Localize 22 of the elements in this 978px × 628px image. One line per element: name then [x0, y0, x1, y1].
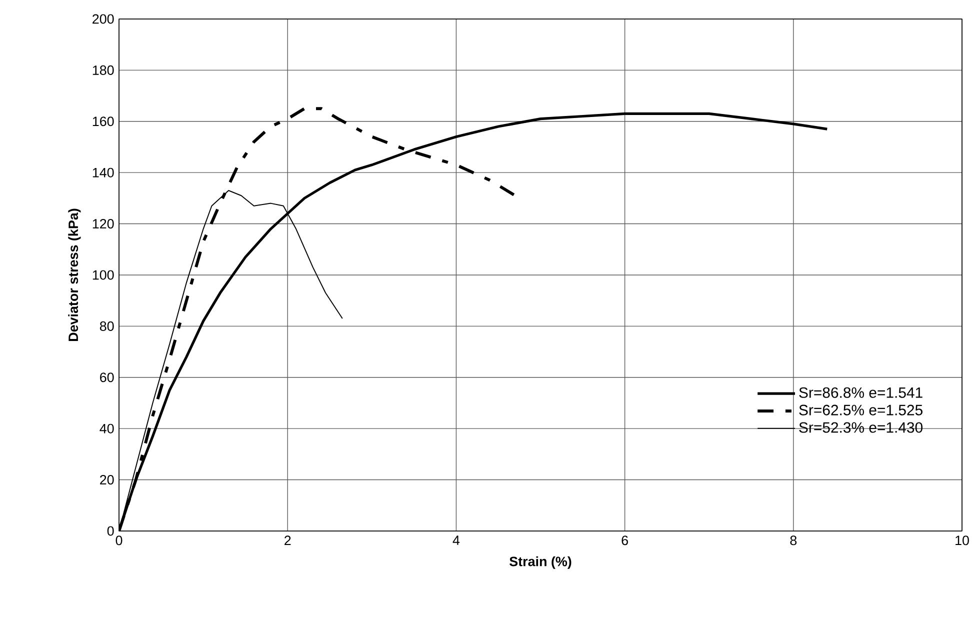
x-tick-label: 6: [622, 536, 628, 546]
y-tick-label: 160: [92, 116, 114, 126]
y-tick-label: 0: [107, 526, 114, 536]
y-tick-label: 20: [100, 475, 114, 485]
y-tick-label: 120: [92, 219, 114, 229]
y-tick-label: 200: [92, 14, 114, 24]
x-tick-label: 4: [452, 536, 460, 545]
y-tick-label: 140: [92, 168, 114, 178]
y-tick-label: 100: [92, 270, 114, 280]
y-tick-label: 40: [100, 424, 114, 434]
legend-label: Sr=62.5% e=1.525: [799, 404, 922, 416]
legend-label: Sr=52.3% e=1.430: [799, 422, 922, 433]
x-tick-label: 8: [790, 536, 797, 546]
x-tick-label: 10: [956, 536, 969, 546]
y-tick-label: 180: [92, 65, 114, 75]
x-axis-title: Strain (%): [510, 556, 572, 569]
y-tick-label: 60: [100, 372, 114, 382]
x-tick-label: 2: [284, 536, 291, 546]
y-tick-label: 80: [100, 321, 114, 331]
legend-label: Sr=86.8% e=1.541: [799, 387, 922, 398]
y-axis-title: Deviator stress (kPa): [68, 208, 81, 341]
x-tick-label: 0: [116, 536, 122, 546]
